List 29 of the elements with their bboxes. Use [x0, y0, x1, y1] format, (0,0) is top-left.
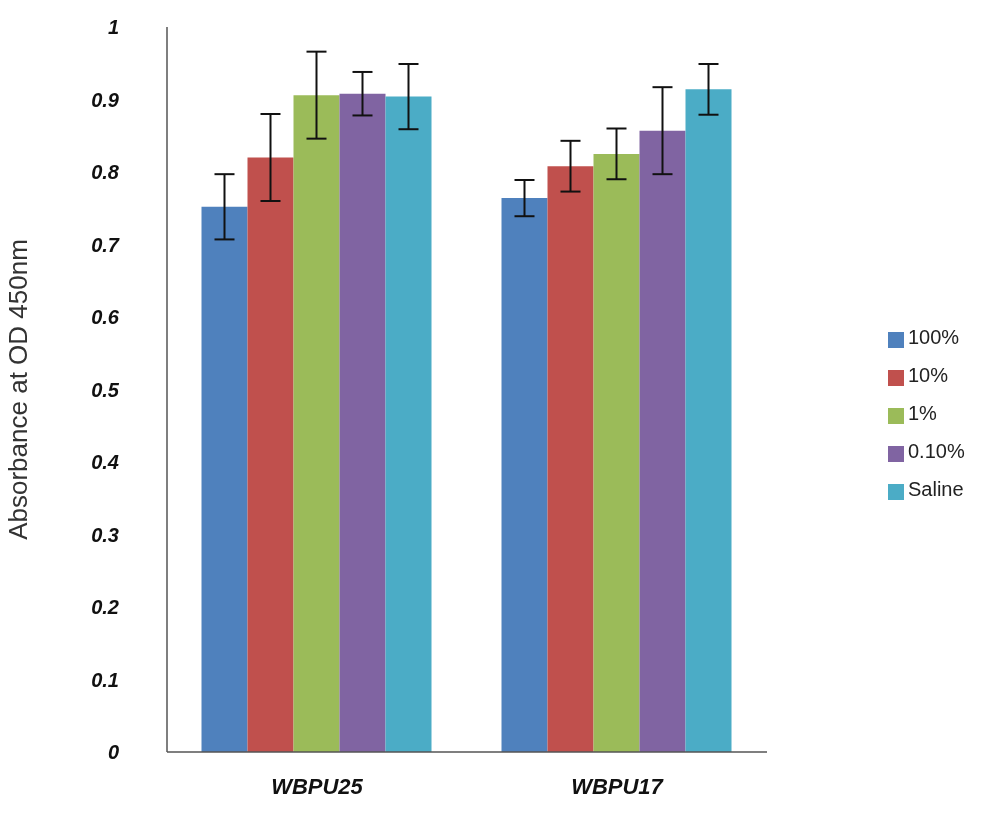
- legend-label: 10%: [908, 364, 949, 386]
- legend-label: 1%: [908, 402, 937, 424]
- y-tick-label: 0: [107, 741, 119, 764]
- bar: [501, 198, 548, 752]
- bar: [247, 157, 294, 752]
- bar: [547, 166, 594, 752]
- legend-label: Saline: [908, 478, 964, 500]
- x-tick-label: WBPU25: [271, 773, 364, 799]
- y-tick-label: 0.3: [91, 523, 119, 546]
- y-tick-label: 0.6: [91, 306, 120, 329]
- y-tick-label: 0.7: [91, 233, 120, 256]
- y-tick-label: 0.8: [91, 161, 120, 184]
- y-tick-label: 0.1: [91, 668, 119, 691]
- bar: [385, 96, 432, 752]
- bar: [685, 89, 732, 752]
- y-axis-title: Absorbance at OD 450nm: [3, 239, 34, 540]
- y-tick-label: 0.9: [91, 88, 120, 111]
- y-tick-label: 1: [107, 16, 119, 39]
- y-tick-label: 0.4: [91, 451, 119, 474]
- bar: [201, 206, 248, 752]
- legend-label: 100%: [908, 326, 960, 348]
- legend-label: 0.10%: [908, 440, 965, 462]
- bar: [293, 95, 340, 752]
- bar: [339, 93, 386, 752]
- y-tick-label: 0.2: [91, 596, 119, 619]
- x-tick-label: WBPU17: [571, 773, 665, 799]
- bar: [593, 153, 640, 752]
- bar: [639, 130, 686, 752]
- y-tick-label: 0.5: [91, 378, 120, 401]
